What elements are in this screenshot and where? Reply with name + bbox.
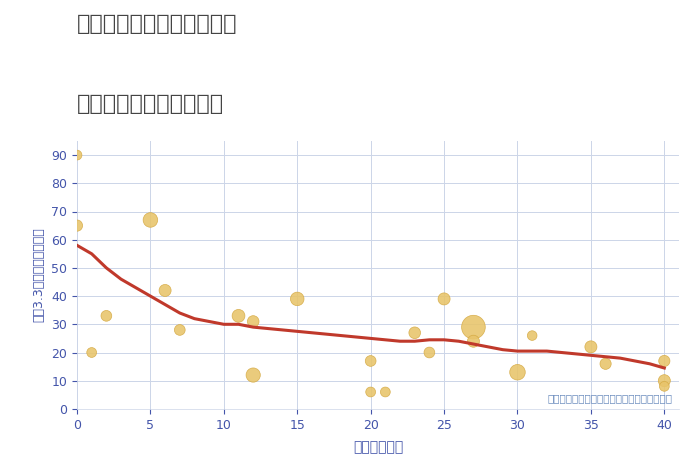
Point bbox=[160, 287, 171, 294]
Point bbox=[292, 295, 303, 303]
Point bbox=[365, 357, 377, 365]
X-axis label: 築年数（年）: 築年数（年） bbox=[353, 440, 403, 454]
Point bbox=[659, 377, 670, 384]
Point bbox=[71, 151, 83, 159]
Point bbox=[71, 222, 83, 229]
Point bbox=[248, 318, 259, 325]
Point bbox=[468, 323, 479, 331]
Point bbox=[86, 349, 97, 356]
Point bbox=[409, 329, 420, 337]
Text: 三重県松阪市飯高町加波の: 三重県松阪市飯高町加波の bbox=[77, 14, 237, 34]
Point bbox=[379, 388, 391, 396]
Point bbox=[101, 312, 112, 320]
Point bbox=[600, 360, 611, 368]
Text: 円の大きさは、取引のあった物件面積を示す: 円の大きさは、取引のあった物件面積を示す bbox=[548, 393, 673, 404]
Point bbox=[512, 368, 523, 376]
Point bbox=[145, 216, 156, 224]
Point bbox=[468, 337, 479, 345]
Point bbox=[365, 388, 377, 396]
Point bbox=[174, 326, 186, 334]
Point bbox=[659, 357, 670, 365]
Point bbox=[248, 371, 259, 379]
Text: 築年数別中古戸建て価格: 築年数別中古戸建て価格 bbox=[77, 94, 224, 114]
Point bbox=[585, 343, 596, 351]
Point bbox=[233, 312, 244, 320]
Point bbox=[659, 383, 670, 390]
Point bbox=[424, 349, 435, 356]
Point bbox=[438, 295, 449, 303]
Y-axis label: 坪（3.3㎡）単価（万円）: 坪（3.3㎡）単価（万円） bbox=[33, 227, 46, 322]
Point bbox=[526, 332, 538, 339]
